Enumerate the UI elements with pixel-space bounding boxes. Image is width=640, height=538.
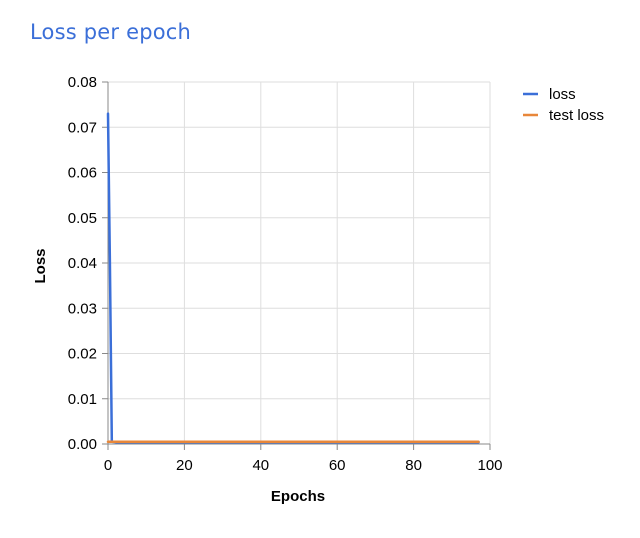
chart-title: Loss per epoch — [30, 20, 192, 44]
x-tick-label: 40 — [252, 457, 269, 474]
y-tick-label: 0.00 — [68, 436, 97, 453]
y-tick-label: 0.01 — [68, 391, 97, 408]
legend-label: loss — [549, 86, 576, 103]
x-tick-label: 80 — [405, 457, 422, 474]
grid — [108, 81, 491, 444]
series-lines — [106, 112, 480, 444]
y-tick-label: 0.03 — [68, 300, 97, 317]
series-line-loss — [106, 112, 480, 444]
x-tick-label: 100 — [477, 457, 502, 474]
y-tick-label: 0.07 — [68, 119, 97, 136]
y-tick-label: 0.04 — [68, 255, 97, 272]
y-axis-title: Loss — [32, 248, 49, 283]
y-tick-label: 0.08 — [68, 74, 97, 91]
y-tick-label: 0.02 — [68, 346, 97, 363]
y-tick-label: 0.06 — [68, 165, 97, 182]
y-tick-label: 0.05 — [68, 210, 97, 227]
axes: 0.00 0.01 0.02 0.03 0.04 0.05 0.06 0.07 0.08 0 20 4… — [68, 74, 503, 474]
x-tick-label: 60 — [329, 457, 346, 474]
x-axis-title: Epochs — [271, 488, 325, 505]
x-tick-label: 20 — [176, 457, 193, 474]
legend-label: test loss — [549, 107, 604, 124]
x-tick-label: 0 — [104, 457, 112, 474]
legend: loss test loss — [523, 86, 604, 124]
